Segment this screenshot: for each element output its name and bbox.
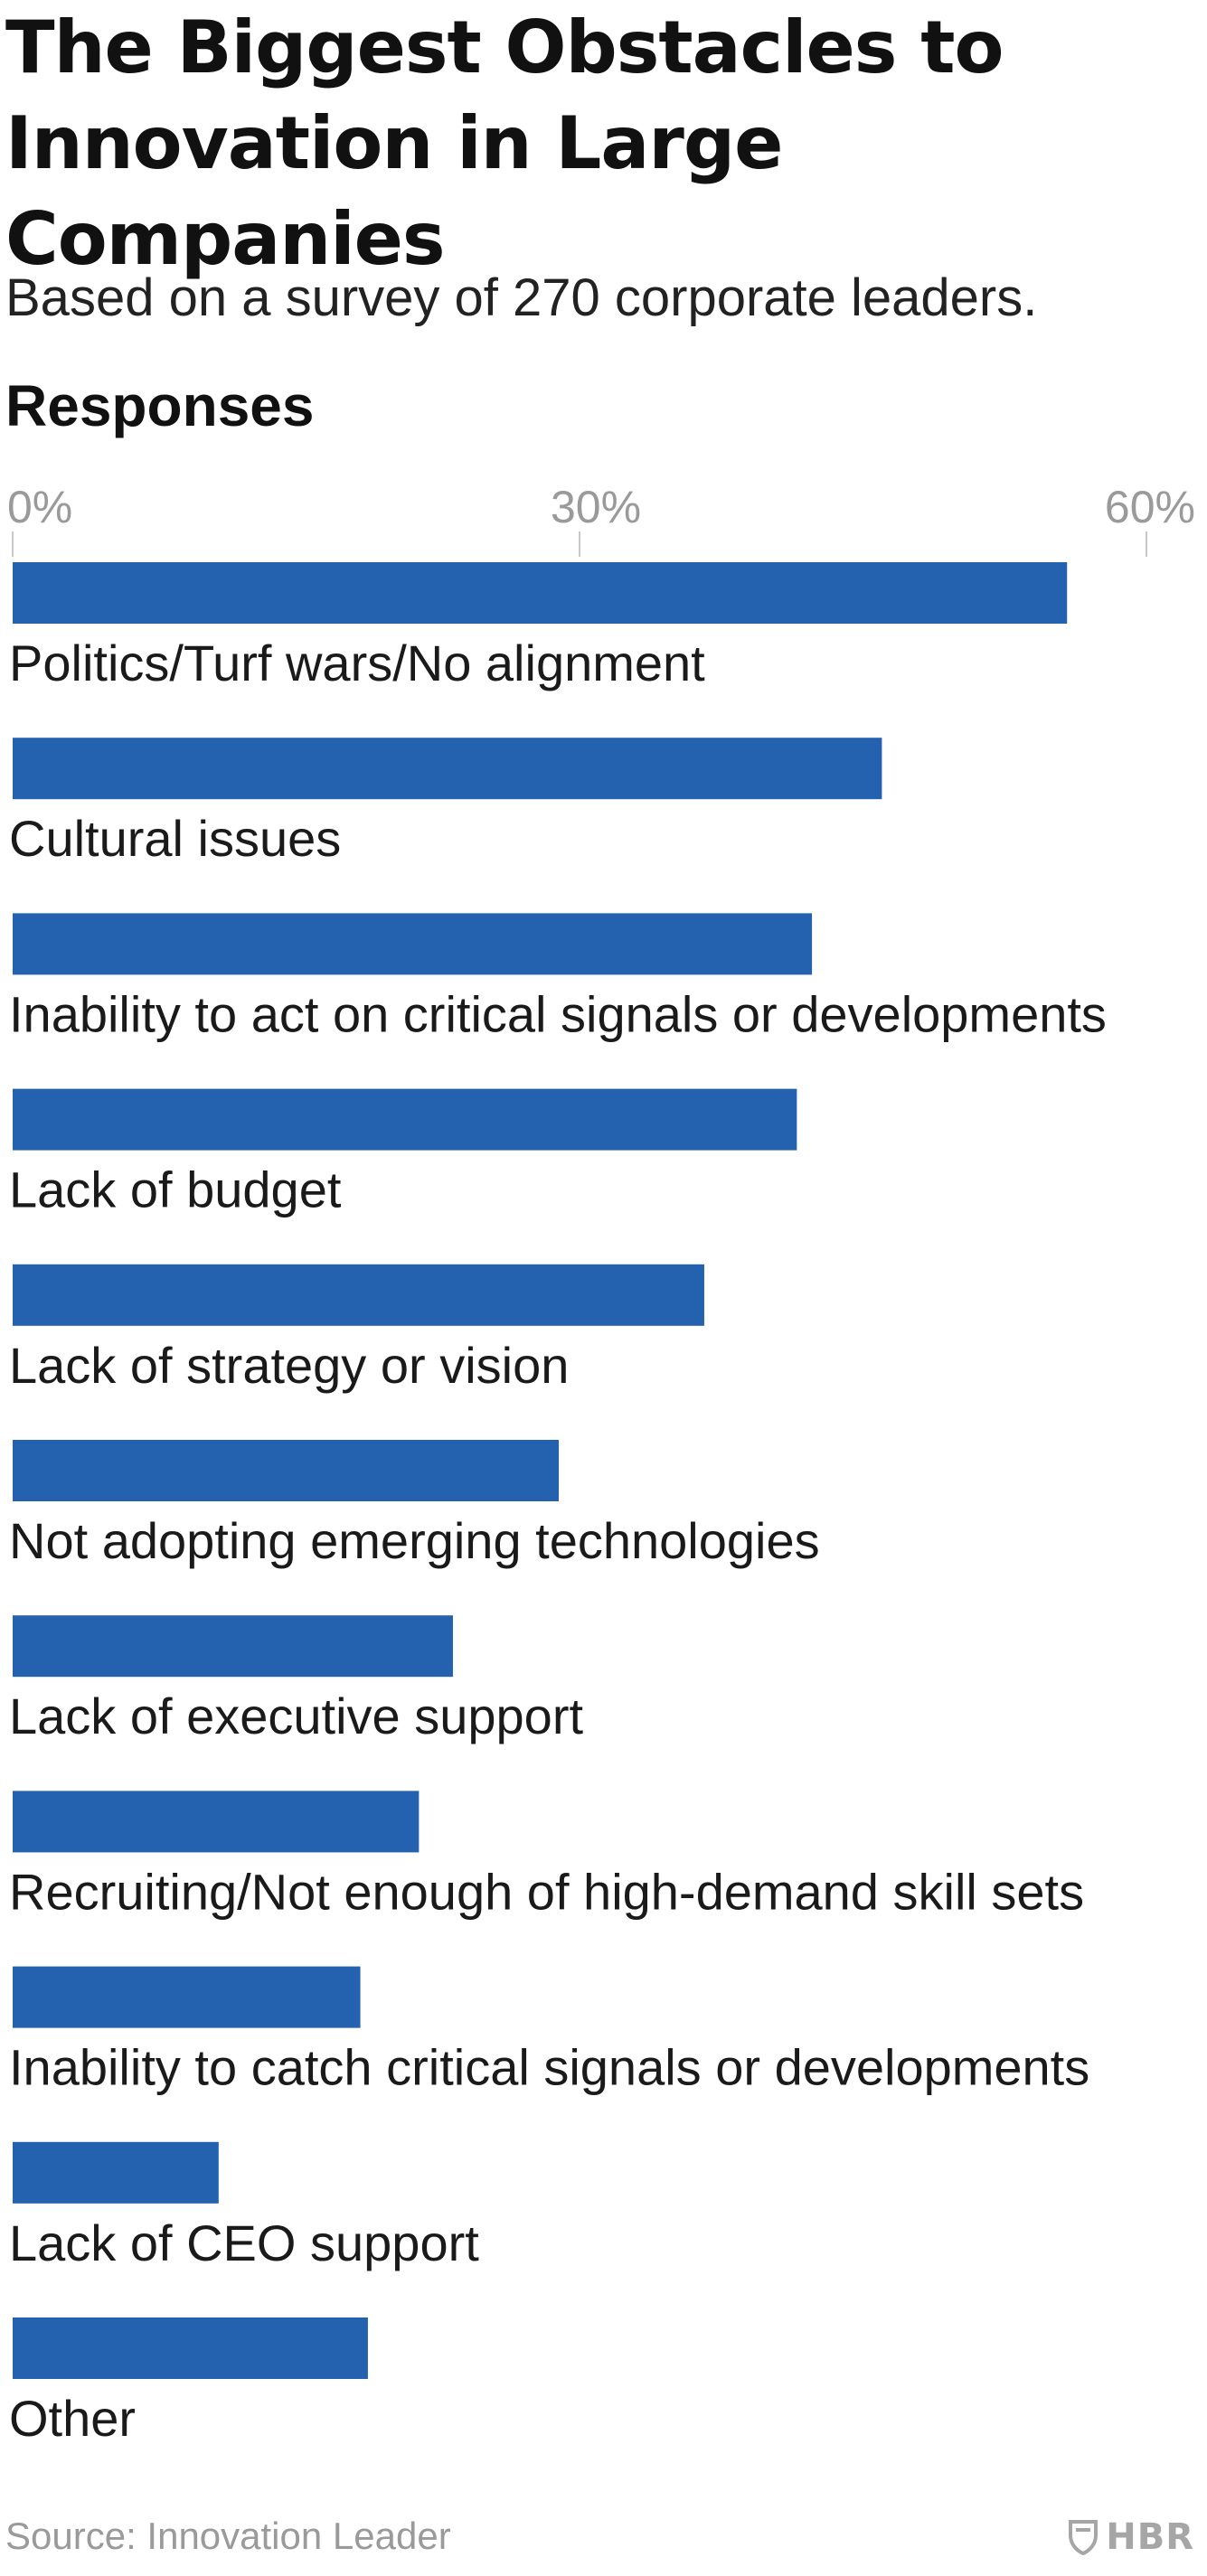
category-label: Politics/Turf wars/No alignment <box>9 635 705 691</box>
x-tick-label: 30% <box>551 482 641 532</box>
bar <box>13 913 813 975</box>
chart-subtitle: Based on a survey of 270 corporate leade… <box>5 268 1038 327</box>
bar <box>13 2141 219 2204</box>
category-label: Lack of budget <box>9 1161 342 1218</box>
hbr-logo: HBR <box>1068 2515 1194 2559</box>
category-label: Inability to act on critical signals or … <box>9 985 1107 1042</box>
bars <box>13 562 1068 2379</box>
gridlines <box>12 531 1147 557</box>
x-tick-label: 60% <box>1105 482 1195 532</box>
category-label: Cultural issues <box>9 810 341 867</box>
category-label: Lack of strategy or vision <box>9 1337 569 1394</box>
source-note: Source: Innovation Leader <box>5 2515 451 2557</box>
bar <box>13 1088 797 1151</box>
bar <box>13 1966 361 2028</box>
chart-title: The Biggest Obstacles to Innovation in L… <box>5 5 1004 281</box>
responses-label: Responses <box>5 373 315 438</box>
category-label: Recruiting/Not enough of high-demand ski… <box>9 1863 1084 1920</box>
category-labels: Politics/Turf wars/No alignment Cultural … <box>9 635 1107 2447</box>
bar <box>13 1791 420 1853</box>
x-axis-ticks: 0% 30% 60% <box>7 482 1195 532</box>
category-label: Lack of executive support <box>9 1688 583 1744</box>
category-label: Not adopting emerging technologies <box>9 1512 820 1569</box>
category-label: Other <box>9 2390 136 2447</box>
bar <box>13 1615 453 1678</box>
bar <box>13 1440 560 1501</box>
bar <box>13 562 1068 624</box>
category-label: Inability to catch critical signals or d… <box>9 2039 1089 2096</box>
shield-icon <box>1069 2520 1099 2555</box>
category-label: Lack of CEO support <box>9 2214 479 2271</box>
bar <box>13 738 882 800</box>
bar <box>13 2317 368 2379</box>
x-tick-label: 0% <box>7 482 72 532</box>
bar <box>13 1264 704 1326</box>
logo-text: HBR <box>1106 2516 1194 2558</box>
